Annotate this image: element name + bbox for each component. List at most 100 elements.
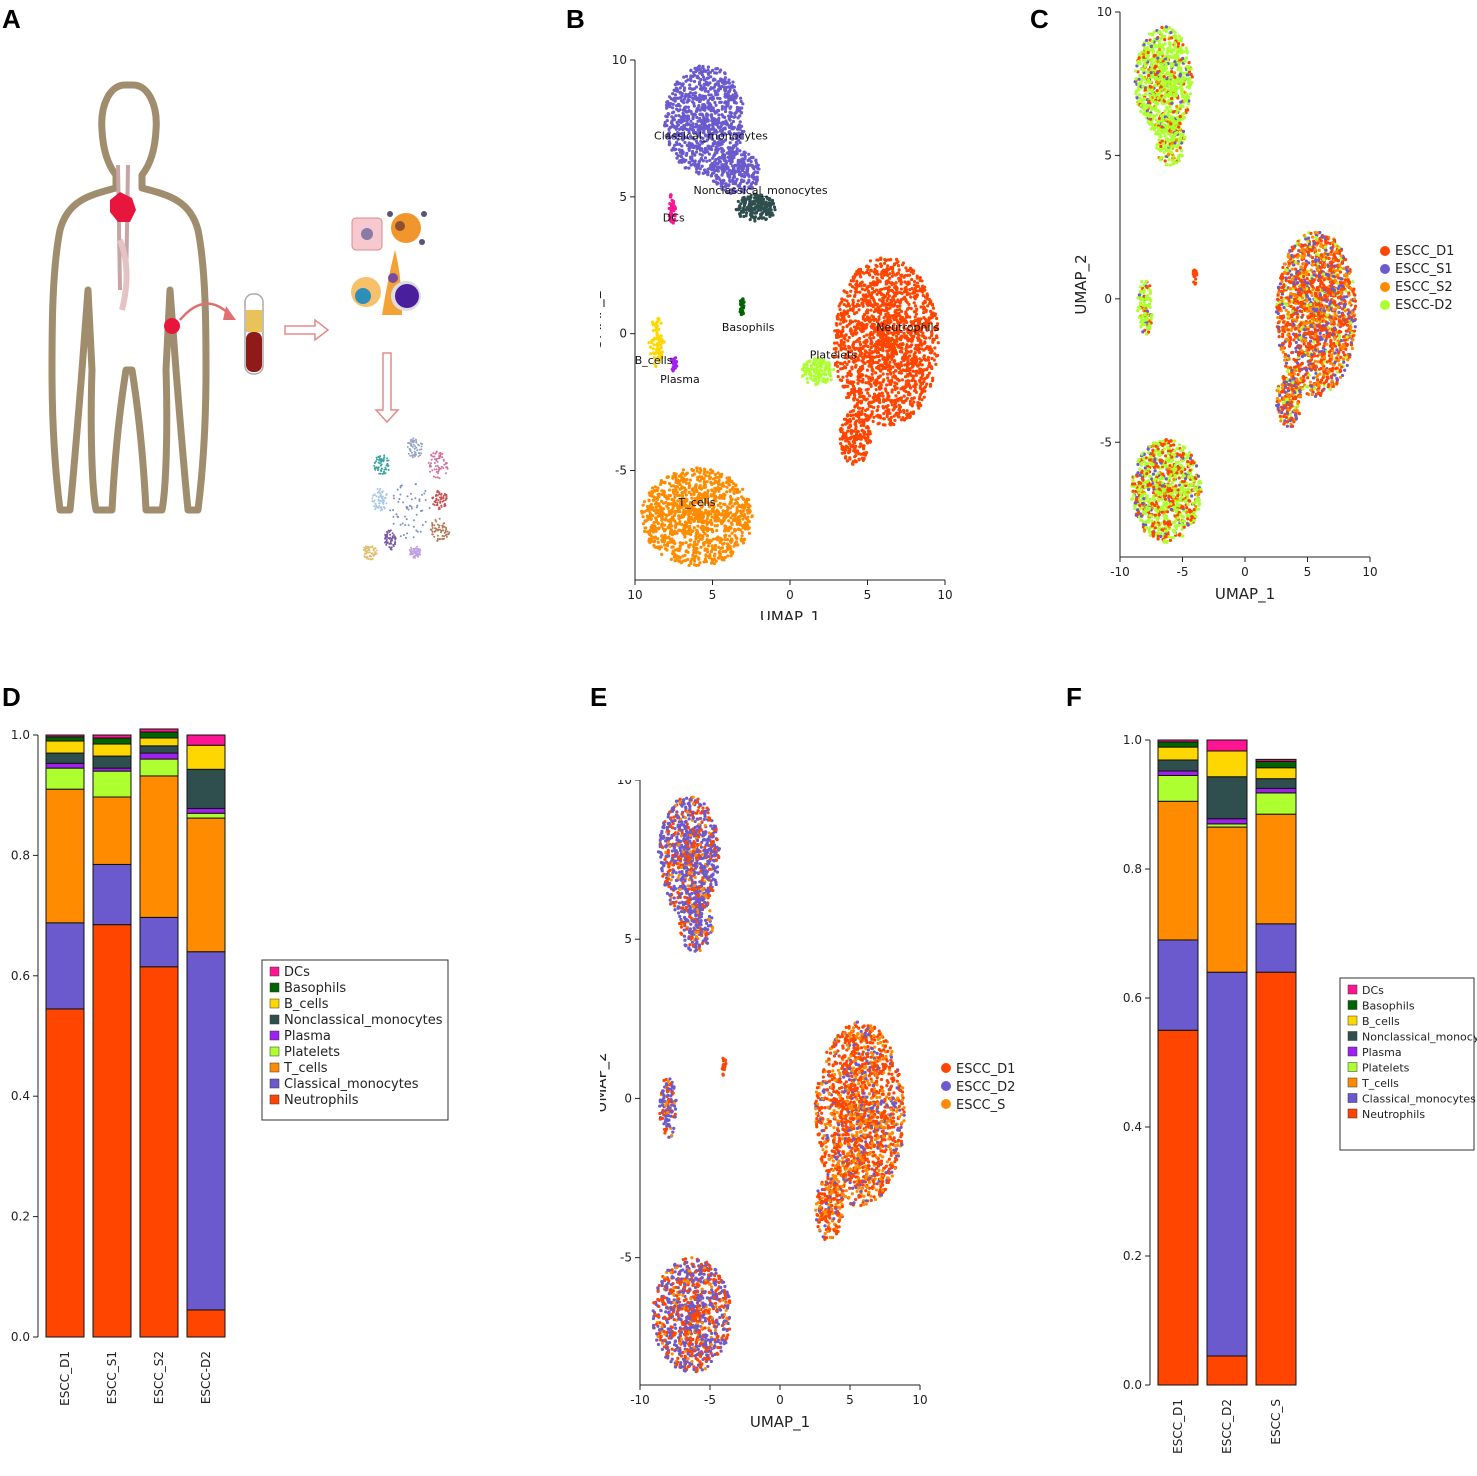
- x-axis-label: UMAP_1: [1215, 585, 1275, 604]
- panel-letter-e: E: [590, 682, 608, 712]
- x-tick-label: 5: [846, 1393, 854, 1407]
- x-tick-label: 0: [1241, 565, 1249, 579]
- x-tick-label: -10: [1110, 565, 1130, 579]
- y-tick-label: 5: [624, 932, 632, 946]
- y-tick-label: 10: [1097, 5, 1112, 19]
- x-tick-label: 10: [627, 588, 642, 602]
- bar-segment: [186, 744, 226, 770]
- bar-segment: [1255, 923, 1297, 973]
- legend-label: Plasma: [284, 1029, 331, 1044]
- legend-swatch: [1380, 246, 1390, 256]
- bar-segment: [92, 743, 132, 757]
- legend-label: ESCC_D1: [1395, 244, 1454, 259]
- legend-swatch: [1347, 1046, 1358, 1057]
- legend-label: B_cells: [1362, 1015, 1400, 1028]
- bar-segment: [1157, 1029, 1199, 1386]
- bar-segment: [92, 755, 132, 769]
- legend-swatch: [269, 1030, 280, 1041]
- legend-swatch: [1347, 1077, 1358, 1088]
- immune-cells-icon: [351, 211, 427, 315]
- y-tick-label: 1.0: [1123, 733, 1142, 747]
- legend-label: Plasma: [1362, 1046, 1402, 1059]
- bar-segment: [45, 736, 85, 742]
- bar-segment: [45, 922, 85, 1010]
- bar-segment: [139, 728, 179, 733]
- panel-d-stacked-bar: 0.0 0.2 0.4 0.6 0.8 1.0 ESCC_D1 ESCC_S1 ESCC_S2 E…: [11, 728, 449, 1406]
- arrow-to-clusters: [374, 352, 400, 424]
- legend-label: ESCC-D2: [1395, 298, 1453, 313]
- bar-segment: [45, 762, 85, 769]
- panel-letter-d: D: [2, 682, 21, 712]
- y-tick-label: -5: [1100, 435, 1112, 449]
- panel-letter-f: F: [1066, 682, 1082, 712]
- bar-segment: [139, 758, 179, 777]
- bar-segment: [45, 788, 85, 924]
- legend-label: T_cells: [283, 1061, 328, 1076]
- y-tick-label: 0.4: [11, 1089, 30, 1103]
- cluster-label: Plasma: [660, 373, 700, 386]
- bar-segment: [1255, 787, 1297, 794]
- bar-segment: [1255, 758, 1297, 762]
- x-tick-label: -5: [1177, 565, 1189, 579]
- y-tick-label: 0.8: [11, 848, 30, 862]
- legend-swatch: [1347, 1031, 1358, 1041]
- y-tick-label: 0: [1104, 292, 1112, 306]
- bar-segment: [45, 752, 85, 764]
- x-tick-label: ESCC_S: [1269, 1399, 1283, 1445]
- bar-segment: [139, 966, 179, 1338]
- bar-segment: [139, 731, 179, 739]
- legend-box: [1339, 977, 1475, 1151]
- legend-swatch: [269, 1078, 280, 1089]
- bar-segment: [92, 863, 132, 926]
- legend-label: Nonclassical_monocytes: [1362, 1031, 1477, 1044]
- umap-points: [651, 795, 906, 1374]
- bar-segment: [1206, 818, 1248, 825]
- y-tick-label: 0.2: [11, 1210, 30, 1224]
- legend-label: B_cells: [284, 997, 329, 1012]
- bar-segment: [1157, 759, 1199, 772]
- y-axis-label: UMAP_2: [1075, 254, 1091, 314]
- bar-segment: [1157, 800, 1199, 941]
- y-tick-label: 5: [1104, 148, 1112, 162]
- bar-segment: [186, 812, 226, 819]
- legend-label: DCs: [1362, 984, 1384, 997]
- x-tick-label: 0: [786, 588, 794, 602]
- legend-label: T_cells: [1361, 1077, 1399, 1090]
- y-tick-label: 10: [617, 780, 632, 787]
- legend-label: ESCC_S: [956, 1098, 1005, 1113]
- cluster-label: DCs: [663, 211, 685, 224]
- bar-segment: [1157, 939, 1199, 1031]
- x-tick-label: 10: [1362, 565, 1377, 579]
- legend-label: ESCC_S1: [1395, 262, 1453, 277]
- y-axis-label: UMAP_2: [600, 290, 606, 350]
- bar-segment: [45, 1008, 85, 1338]
- legend-label: Classical_monocytes: [284, 1077, 419, 1092]
- x-tick-label: ESCC_S1: [105, 1351, 119, 1404]
- x-axis-label: UMAP_1: [760, 608, 820, 620]
- bar-segment: [139, 752, 179, 760]
- bar-segment: [186, 1309, 226, 1338]
- umap-points: [1130, 25, 1358, 544]
- legend-label: Basophils: [1362, 1000, 1415, 1013]
- panel-a-illustration: [48, 81, 451, 561]
- cluster-label: T_cells: [678, 496, 716, 509]
- legend-swatch: [941, 1081, 951, 1091]
- bar-segment: [1255, 767, 1297, 780]
- legend-swatch: [1347, 1062, 1358, 1072]
- bar-segment: [186, 807, 226, 814]
- bar-segment: [1206, 739, 1248, 752]
- legend-swatch: [1347, 984, 1358, 995]
- panel-letter-b: B: [566, 4, 585, 34]
- bar-segment: [1255, 813, 1297, 925]
- legend-swatch: [269, 998, 280, 1009]
- y-tick-label: 10: [612, 53, 627, 67]
- cluster-label: Platelets: [810, 348, 858, 361]
- y-tick-label: 0.2: [1123, 1249, 1142, 1263]
- legend-swatch: [269, 1094, 280, 1105]
- bar-segment: [1157, 739, 1199, 743]
- legend-swatch: [1347, 1000, 1358, 1010]
- bar-segment: [1206, 971, 1248, 1357]
- bar-segment: [1157, 746, 1199, 761]
- bar-segment: [1206, 776, 1248, 820]
- legend-swatch: [941, 1063, 951, 1073]
